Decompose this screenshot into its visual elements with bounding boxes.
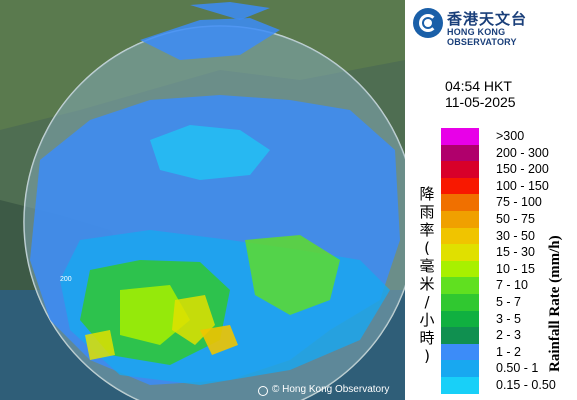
legend-swatch [441,244,479,261]
rain-echoes-outside [140,2,280,60]
legend-label: 100 - 150 [496,178,549,193]
legend-swatch [441,310,479,328]
legend-swatch [441,260,479,278]
legend-swatch [441,144,479,162]
legend-panel: 香港天文台 HONG KONG OBSERVATORY 04:54 HKT 11… [405,0,577,400]
legend-label: 30 - 50 [496,228,535,243]
legend-swatch [441,128,479,145]
compass-icon [258,386,268,396]
legend-label: 0.15 - 0.50 [496,377,556,392]
legend-label: 200 - 300 [496,145,549,160]
radar-map: 200 © Hong Kong Observatory [0,0,405,400]
legend-label: 2 - 3 [496,328,522,343]
legend-label: 10 - 15 [496,261,535,276]
legend-title-en: Rainfall Rate (mm/h) [547,235,563,372]
legend-swatch [441,161,479,178]
logo-text-en: HONG KONG OBSERVATORY [447,27,517,47]
legend-label: 3 - 5 [496,311,522,326]
legend-label: 50 - 75 [496,211,535,226]
observation-time: 04:54 HKT [445,78,512,94]
legend-label: 15 - 30 [496,245,535,260]
range-label: 200 [60,276,72,283]
legend-label: 5 - 7 [496,294,522,309]
legend-swatch [441,227,479,245]
rain-echoes [30,95,400,385]
legend-swatch [441,343,479,361]
legend-label: 1 - 2 [496,344,522,359]
legend-swatch [441,327,479,344]
legend-swatch [441,293,479,311]
radar-map-svg: 200 [0,0,405,400]
legend-label: 150 - 200 [496,162,549,177]
legend-label: 0.50 - 1 [496,361,539,376]
observation-date: 11-05-2025 [445,94,516,110]
legend-swatch [441,194,479,211]
legend-swatch [441,210,479,228]
land-north [0,0,405,130]
logo-text-zh: 香港天文台 [447,10,528,28]
hko-logo-icon [413,8,443,38]
legend-swatch [441,277,479,294]
legend-label: 7 - 10 [496,278,528,293]
legend-swatch [441,177,479,195]
legend-swatch [441,360,479,377]
hko-logo: 香港天文台 HONG KONG OBSERVATORY [413,6,573,47]
legend-swatch [441,376,479,394]
map-credit: © Hong Kong Observatory [272,384,390,395]
legend-label: >300 [496,129,525,143]
legend-title-zh: 降雨率(毫米 / 小時) [419,185,435,365]
legend-label: 75 - 100 [496,195,542,210]
